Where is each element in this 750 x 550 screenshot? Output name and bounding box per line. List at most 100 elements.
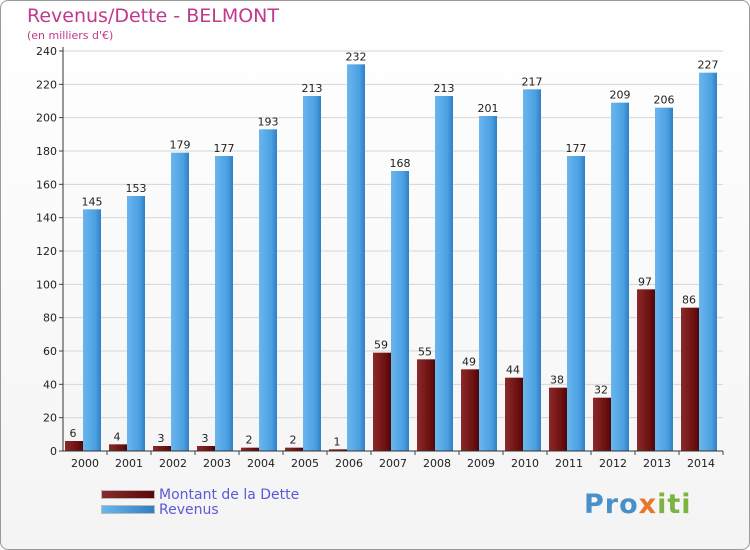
legend-item-dette: Montant de la Dette [101, 486, 300, 503]
bar-revenus-2004 [259, 129, 277, 452]
bar-dette-2005 [285, 447, 303, 451]
legend-label-dette: Montant de la Dette [159, 486, 300, 503]
bar-revenus-2008 [435, 96, 453, 451]
value-label-dette-2000: 6 [70, 427, 77, 440]
x-tick-label-2013: 2013 [643, 457, 671, 470]
y-tick-label: 160 [36, 178, 57, 191]
bar-dette-2006 [329, 449, 347, 451]
x-tick-label-2004: 2004 [247, 457, 275, 470]
value-label-dette-2014: 86 [682, 294, 696, 307]
y-tick-label: 0 [50, 445, 57, 458]
bar-revenus-2013 [655, 107, 673, 452]
bar-dette-2014 [681, 307, 699, 451]
bar-dette-2004 [241, 447, 259, 451]
bar-revenus-2012 [611, 102, 629, 452]
value-label-revenus-2002: 179 [170, 139, 191, 152]
proxiti-logo: Proxiti [584, 489, 692, 520]
value-label-dette-2002: 3 [158, 432, 165, 445]
bar-dette-2011 [549, 387, 567, 451]
bar-revenus-2001 [127, 196, 145, 451]
value-label-revenus-2004: 193 [258, 115, 279, 128]
bar-dette-2012 [593, 397, 611, 451]
bar-revenus-2014 [699, 72, 717, 452]
legend-label-revenus: Revenus [159, 501, 219, 518]
bar-dette-2001 [109, 444, 127, 451]
bar-revenus-2011 [567, 156, 585, 451]
x-tick-label-2006: 2006 [335, 457, 363, 470]
x-tick-label-2009: 2009 [467, 457, 495, 470]
y-tick-label: 100 [36, 278, 57, 291]
bar-dette-2010 [505, 377, 523, 451]
value-label-dette-2010: 44 [506, 364, 520, 377]
x-tick-label-2014: 2014 [687, 457, 715, 470]
y-tick-label: 240 [36, 45, 57, 58]
bar-revenus-2000 [83, 209, 101, 451]
legend-item-revenus: Revenus [101, 501, 299, 518]
legend-swatch-revenus [101, 505, 155, 514]
y-tick-label: 20 [43, 412, 57, 425]
value-label-revenus-2010: 217 [522, 75, 543, 88]
value-label-revenus-2006: 232 [346, 50, 367, 63]
x-tick-label-2003: 2003 [203, 457, 231, 470]
bar-revenus-2010 [523, 89, 541, 451]
value-label-dette-2007: 59 [374, 339, 388, 352]
bar-dette-2009 [461, 369, 479, 451]
x-tick-label-2005: 2005 [291, 457, 319, 470]
bar-dette-2003 [197, 446, 215, 451]
value-label-dette-2003: 3 [202, 432, 209, 445]
bar-revenus-2007 [391, 171, 409, 451]
bar-dette-2002 [153, 446, 171, 451]
x-tick-label-2011: 2011 [555, 457, 583, 470]
y-tick-label: 80 [43, 312, 57, 325]
value-label-revenus-2005: 213 [302, 82, 323, 95]
bar-dette-2013 [637, 289, 655, 451]
value-label-dette-2006: 1 [334, 435, 341, 448]
chart-title: Revenus/Dette - BELMONT [27, 5, 279, 27]
bar-dette-2008 [417, 359, 435, 451]
x-tick-label-2010: 2010 [511, 457, 539, 470]
value-label-revenus-2000: 145 [82, 195, 103, 208]
value-label-revenus-2001: 153 [126, 182, 147, 195]
value-label-dette-2004: 2 [246, 434, 253, 447]
value-label-revenus-2008: 213 [434, 82, 455, 95]
value-label-dette-2008: 55 [418, 345, 432, 358]
value-label-dette-2013: 97 [638, 275, 652, 288]
y-tick-label: 120 [36, 245, 57, 258]
y-tick-label: 140 [36, 212, 57, 225]
x-tick-label-2001: 2001 [115, 457, 143, 470]
y-tick-label: 40 [43, 378, 57, 391]
value-label-revenus-2009: 201 [478, 102, 499, 115]
chart-subtitle: (en milliers d'€) [27, 29, 114, 42]
value-label-revenus-2014: 227 [698, 59, 719, 72]
value-label-dette-2001: 4 [114, 430, 121, 443]
bar-revenus-2002 [171, 152, 189, 451]
value-label-dette-2009: 49 [462, 355, 476, 368]
x-tick-label-2002: 2002 [159, 457, 187, 470]
bar-revenus-2009 [479, 116, 497, 451]
value-label-revenus-2003: 177 [214, 142, 235, 155]
x-tick-label-2007: 2007 [379, 457, 407, 470]
bar-revenus-2005 [303, 96, 321, 451]
bar-dette-2000 [65, 441, 83, 451]
value-label-revenus-2012: 209 [610, 89, 631, 102]
x-tick-label-2008: 2008 [423, 457, 451, 470]
x-tick-label-2012: 2012 [599, 457, 627, 470]
y-tick-label: 220 [36, 78, 57, 91]
y-tick-label: 60 [43, 345, 57, 358]
value-label-dette-2011: 38 [550, 374, 564, 387]
y-tick-label: 200 [36, 112, 57, 125]
value-label-revenus-2011: 177 [566, 142, 587, 155]
y-tick-label: 180 [36, 145, 57, 158]
value-label-revenus-2013: 206 [654, 94, 675, 107]
value-label-dette-2005: 2 [290, 434, 297, 447]
value-label-revenus-2007: 168 [390, 157, 411, 170]
bar-revenus-2003 [215, 156, 233, 451]
legend-swatch-dette [101, 490, 155, 499]
legend: Montant de la Dette Revenus [101, 486, 300, 518]
x-tick-label-2000: 2000 [71, 457, 99, 470]
bar-revenus-2006 [347, 64, 365, 452]
value-label-dette-2012: 32 [594, 384, 608, 397]
bar-dette-2007 [373, 352, 391, 451]
